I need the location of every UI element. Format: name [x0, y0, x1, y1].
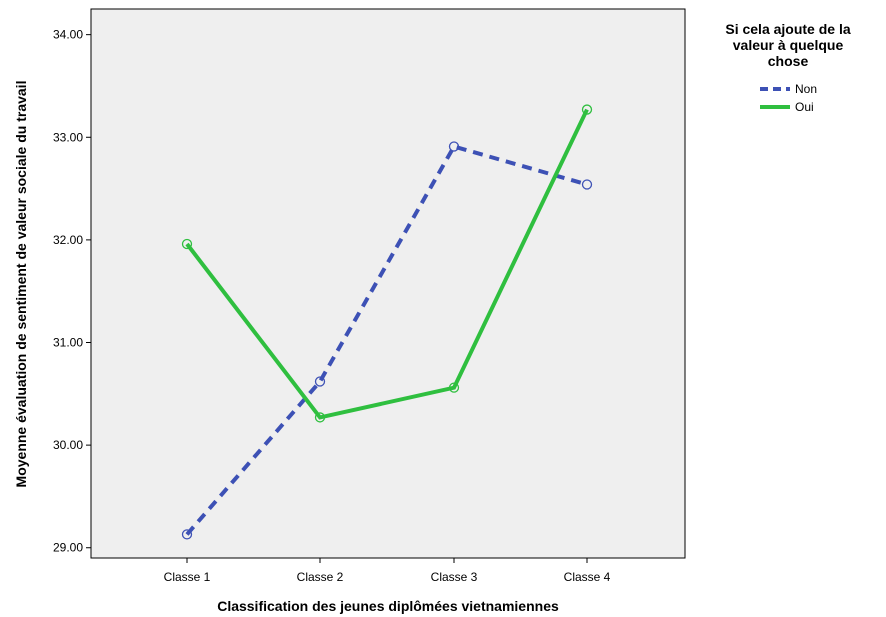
data-point-non [448, 141, 460, 152]
y-tick-label: 33.00 [53, 130, 83, 144]
y-tick-label: 34.00 [53, 28, 83, 42]
x-tick-label: Classe 3 [431, 570, 478, 584]
y-tick-label: 31.00 [53, 336, 83, 350]
data-point-non [314, 376, 326, 387]
plot-area [90, 8, 686, 559]
legend-title-line-1: Si cela ajoute de la [725, 21, 850, 37]
data-point-oui [181, 238, 193, 250]
y-tick-label: 30.00 [53, 438, 83, 452]
x-axis: Classe 1 Classe 2 Classe 3 Classe 4 [164, 558, 611, 584]
data-point-oui [314, 412, 326, 423]
y-axis: 29.00 30.00 31.00 32.00 33.00 34.00 [53, 28, 91, 555]
data-point-non [581, 179, 593, 190]
y-tick-label: 32.00 [53, 233, 83, 247]
series-line-oui [185, 108, 589, 420]
x-tick-label: Classe 1 [164, 570, 211, 584]
y-tick-label: 29.00 [53, 541, 83, 555]
x-tick-label: Classe 2 [297, 570, 344, 584]
series-layer [181, 104, 593, 540]
legend-title-line-2: valeur à quelque [733, 37, 844, 53]
data-point-oui [448, 382, 460, 393]
data-point-non [181, 529, 193, 540]
legend: Si cela ajoute de la valeur à quelque ch… [725, 21, 850, 114]
legend-label-oui: Oui [795, 100, 814, 114]
data-point-oui [581, 104, 593, 115]
x-tick-label: Classe 4 [564, 570, 611, 584]
x-axis-title: Classification des jeunes diplômées viet… [217, 598, 559, 614]
legend-title-line-3: chose [768, 53, 809, 69]
legend-label-non: Non [795, 82, 817, 96]
y-axis-title: Moyenne évaluation de sentiment de valeu… [13, 81, 29, 488]
